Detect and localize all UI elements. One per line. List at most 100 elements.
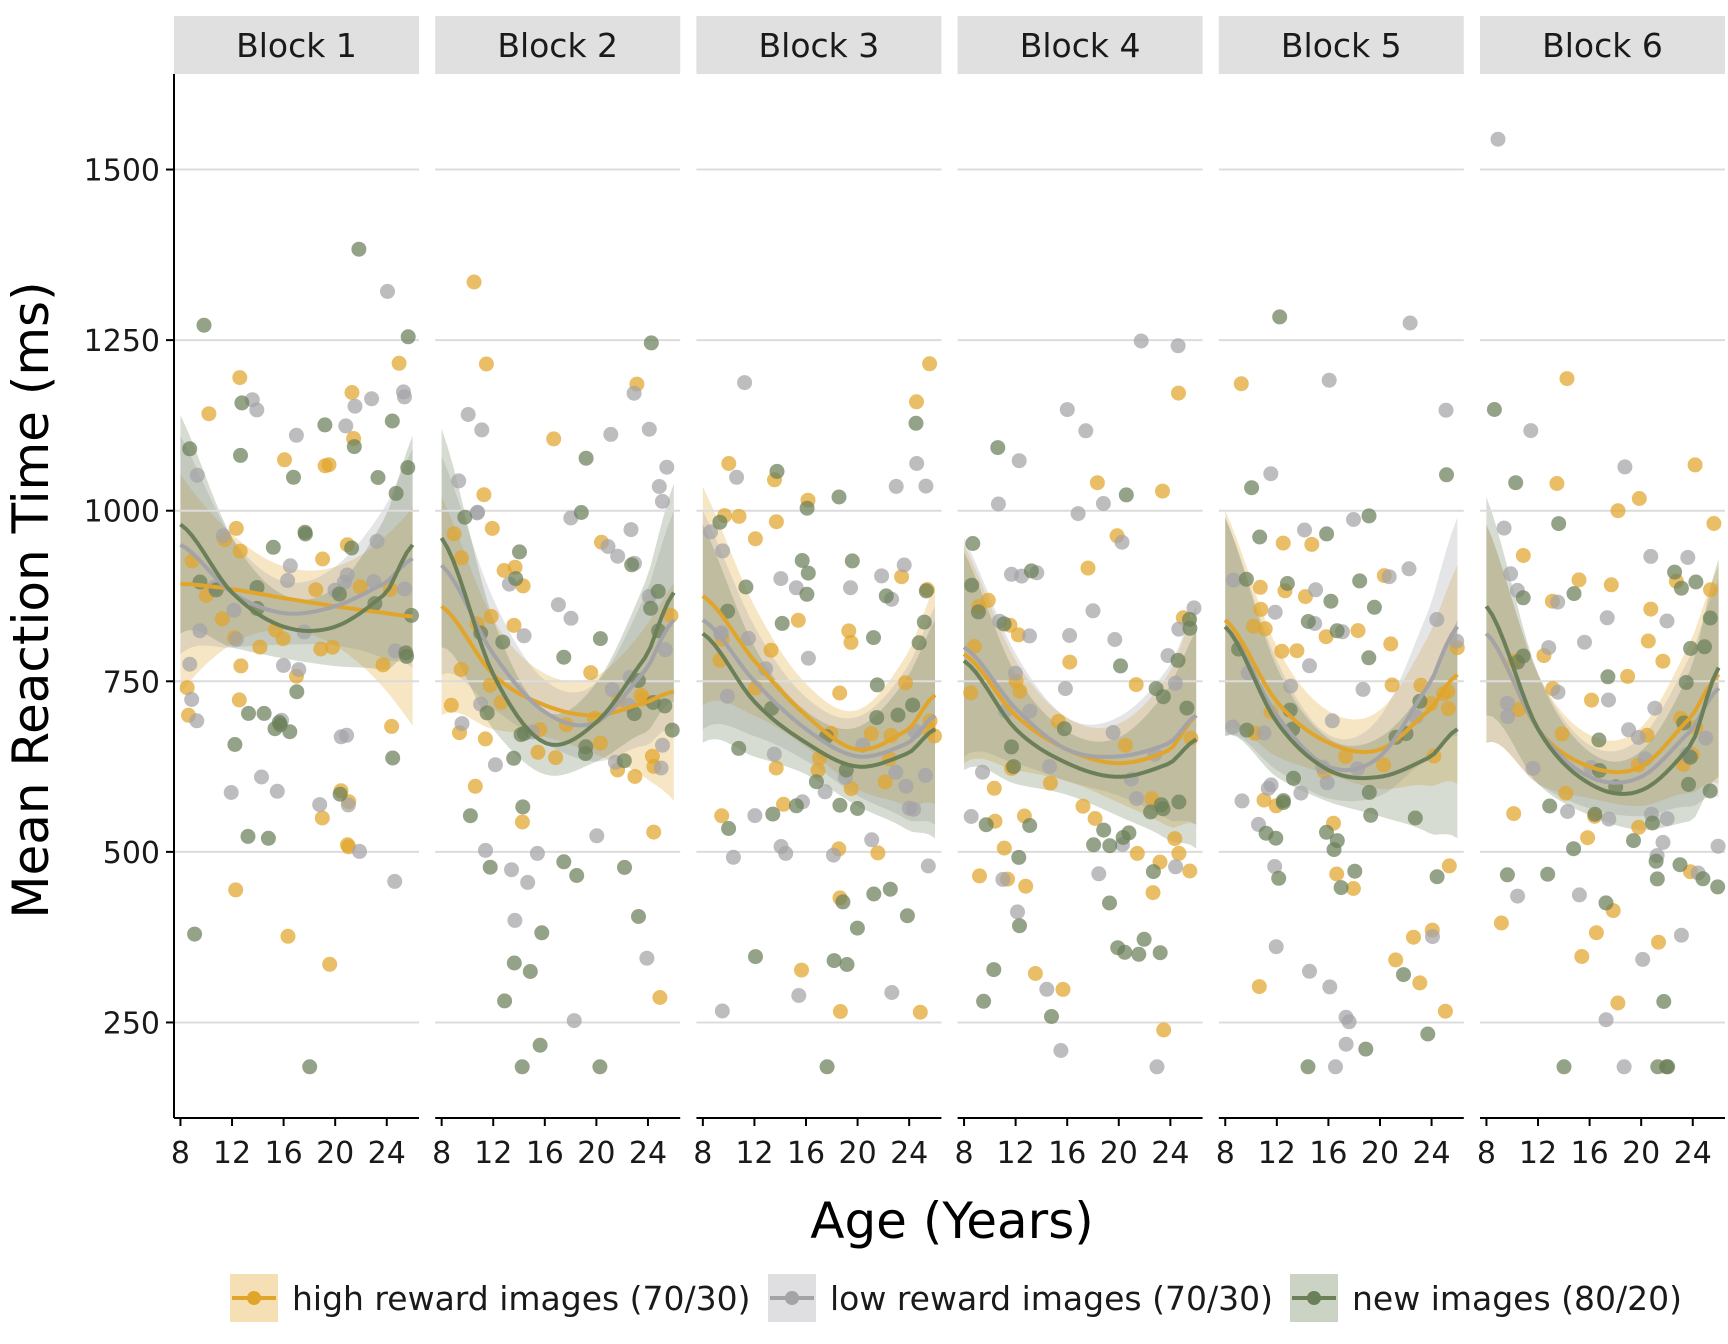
facet-4-high-reward-images-70-30-point [1027, 966, 1043, 981]
facet-1-high-reward-images-70-30-point [384, 718, 400, 734]
facet-3-new-images-80-20-point [788, 798, 804, 814]
facet-3-low-reward-images-70-30-point [766, 746, 782, 762]
facet-5-new-images-80-20-point [1272, 309, 1288, 325]
facet-1-new-images-80-20-point [398, 645, 414, 661]
facet-4-new-images-80-20-point [1012, 918, 1027, 934]
facet-1-low-reward-images-70-30-point [338, 418, 354, 434]
facet-2-new-images-80-20-point [506, 750, 522, 766]
facet-2-x-tick-label: 8 [432, 1136, 451, 1171]
facet-6-high-reward-images-70-30-point [1620, 668, 1636, 684]
facet-6-new-images-80-20-point [1702, 610, 1718, 626]
facet-6-new-images-80-20-point [1681, 776, 1696, 792]
facet-6-new-images-80-20-point [1587, 806, 1603, 822]
facet-2-new-images-80-20-point [592, 1059, 608, 1075]
facet-5-high-reward-images-70-30-point [1304, 536, 1320, 552]
facet-1-low-reward-images-70-30-trend-line [179, 543, 414, 616]
facet-1-high-reward-images-70-30-point [375, 657, 391, 673]
facet-3-high-reward-images-70-30-point [714, 808, 730, 824]
facet-3-low-reward-images-70-30-point [920, 858, 936, 874]
facet-1-low-reward-images-70-30-point [352, 843, 367, 859]
facet-5-high-reward-images-70-30-point [1345, 881, 1361, 896]
facet-5-low-reward-images-70-30-trend-line [1223, 625, 1460, 773]
facet-3-strip [696, 16, 942, 74]
facet-1-x-tick-label: 24 [368, 1136, 406, 1171]
confidence-bands [180, 415, 1719, 849]
facet-2-new-images-80-20-point [616, 753, 632, 769]
facet-5-low-reward-images-70-30-point [1268, 939, 1284, 955]
facet-2-new-images-80-20-point [617, 859, 632, 875]
facet-6-high-reward-images-70-30-point [1515, 548, 1531, 563]
facet-3-low-reward-images-70-30-point [917, 767, 933, 783]
facet-4-high-reward-images-70-30-point [1118, 737, 1133, 753]
facet-5-new-images-80-20-trend-line [1223, 625, 1459, 781]
facet-5-low-reward-images-70-30-point [1267, 859, 1283, 874]
facet-5-low-reward-images-70-30-point [1338, 1036, 1354, 1052]
facet-2-low-reward-images-70-30-point [550, 597, 566, 613]
facet-1-low-reward-images-70-30-point [184, 692, 200, 707]
facet-5-low-reward-images-70-30-point [1319, 775, 1335, 791]
facet-2-low-reward-images-70-30-point [504, 862, 519, 878]
legend-key-point [247, 1291, 261, 1305]
facet-3-new-images-80-20-ci-band [702, 524, 935, 839]
facet-3-high-reward-images-70-30-point [870, 845, 886, 861]
facet-3-new-images-80-20-point [835, 894, 851, 910]
facet-6-low-reward-images-70-30-point [1510, 888, 1526, 904]
facet-2-high-reward-images-70-30-point [530, 744, 546, 760]
facet-4-low-reward-images-70-30-point [1105, 725, 1121, 740]
facet-3-high-reward-images-70-30-point [747, 531, 763, 547]
facet-5-high-reward-images-70-30-trend-line [1223, 618, 1459, 755]
legend-label: new images (80/20) [1352, 1279, 1682, 1318]
facet-6-high-reward-images-70-30-point [1574, 949, 1590, 964]
facet-6-low-reward-images-70-30-point [1525, 760, 1541, 776]
facet-1-low-reward-images-70-30-point [276, 657, 291, 673]
facet-3-new-images-80-20-point [882, 881, 898, 897]
facet-2-new-images-80-20-point [515, 799, 531, 815]
facet-2-low-reward-images-70-30-point [589, 828, 605, 844]
facet-4-new-images-80-20-point [1118, 487, 1134, 503]
facet-1-low-reward-images-70-30-point [254, 769, 269, 785]
facet-6-low-reward-images-70-30-point [1550, 684, 1566, 700]
legend-key-point [785, 1291, 799, 1305]
facet-4-high-reward-images-70-30-point [996, 840, 1012, 856]
facet-1-new-images-80-20-point [187, 926, 203, 942]
facet-4-low-reward-images-70-30-point [975, 764, 990, 780]
facet-4-high-reward-images-70-30-point [1155, 483, 1170, 499]
facet-3-high-reward-images-70-30-point [894, 569, 910, 585]
facet-1-low-reward-images-70-30-point [189, 467, 205, 483]
facet-3-x-tick-label: 8 [693, 1136, 712, 1171]
facet-1-high-reward-images-70-30-point [315, 551, 331, 567]
facet-6-high-reward-images-70-30-point [1610, 995, 1626, 1011]
facet-1-new-images-80-20-point [196, 317, 212, 333]
facet-1-new-images-80-20-point [384, 413, 400, 429]
facet-4-low-reward-images-70-30-point [1011, 453, 1027, 469]
facet-4-new-images-80-20-point [1044, 1009, 1059, 1024]
facet-6-low-reward-images-70-30-point [1616, 1059, 1632, 1075]
facet-4-high-reward-images-70-30-point [1156, 1022, 1172, 1038]
facet-1-new-images-80-20-point [351, 241, 367, 257]
facet-2-low-reward-images-70-30-point [563, 610, 579, 626]
facet-6-low-reward-images-70-30-point [1630, 729, 1646, 745]
facet-6-new-images-80-20-point [1598, 895, 1614, 911]
facet-3-new-images-80-20-point [731, 740, 747, 756]
facet-2-high-reward-images-70-30-point [454, 550, 469, 566]
facet-5-high-reward-images-70-30-point [1338, 749, 1354, 764]
facet-1-new-images-80-20-point [256, 705, 272, 721]
facet-1-low-reward-images-70-30-point [387, 873, 403, 889]
facet-1-low-reward-images-70-30-point [182, 656, 198, 672]
facet-4-new-images-80-20-point [1022, 818, 1038, 833]
facet-6-new-images-80-20-point [1591, 732, 1607, 748]
facet-6-new-images-80-20-point [1508, 475, 1524, 491]
facet-3-high-reward-images-70-30-point [776, 796, 791, 812]
facet-5-high-reward-images-70-30-point [1246, 618, 1261, 634]
facet-3-low-reward-images-70-30-point [896, 557, 912, 573]
facet-5-new-images-80-20-point [1429, 869, 1445, 885]
facet-6-low-reward-images-70-30-point [1601, 692, 1616, 708]
facet-1-new-images-80-20-point [227, 737, 243, 752]
facet-6-new-images-80-20-point [1551, 516, 1567, 532]
facet-1-new-images-80-20-point [400, 460, 416, 476]
facet-6-low-reward-images-70-30-point [1571, 887, 1587, 903]
facet-3-new-images-80-20-point [738, 579, 754, 595]
facet-5-low-reward-images-70-30-point [1355, 681, 1371, 697]
facet-6-low-reward-images-70-30-trend-line [1484, 632, 1721, 785]
